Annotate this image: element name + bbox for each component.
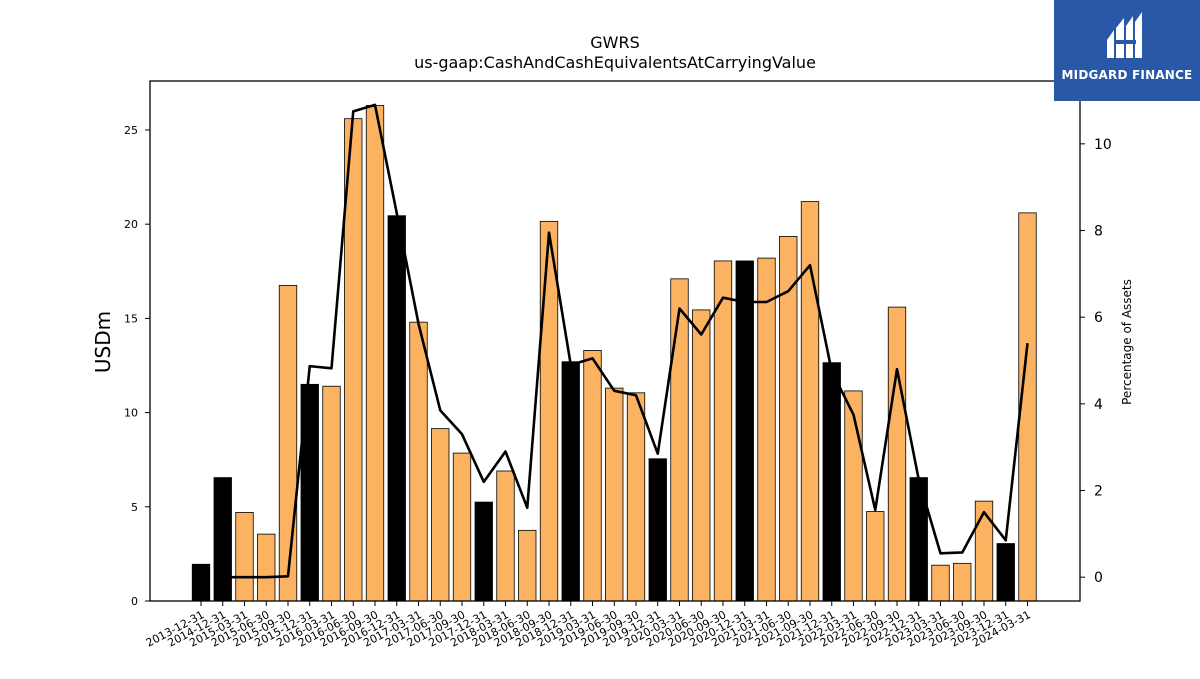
bar	[409, 321, 428, 602]
bar	[496, 470, 515, 602]
y2-tick-label: 8	[1094, 224, 1103, 240]
bar	[539, 220, 559, 602]
y-tick-label: 5	[131, 501, 138, 514]
bar	[713, 260, 733, 602]
bar	[692, 309, 711, 602]
y2-axis-label: Percentage of Assets	[1120, 279, 1134, 405]
bar	[278, 285, 298, 602]
logo-mark-icon	[1107, 12, 1142, 58]
bar	[387, 215, 406, 602]
bar	[518, 529, 537, 602]
bar	[431, 428, 450, 602]
bar	[822, 362, 841, 602]
y2-tick-label: 10	[1094, 137, 1112, 153]
bar	[191, 563, 211, 602]
bar	[866, 511, 885, 602]
bar	[605, 387, 624, 602]
series-line	[222, 103, 1029, 579]
y2-tick-label: 0	[1094, 570, 1103, 586]
y2-tick-label: 2	[1094, 484, 1103, 500]
y-tick-label: 20	[124, 218, 138, 231]
bar	[844, 390, 863, 602]
bar	[474, 501, 493, 602]
plot-frame	[149, 80, 1081, 602]
bar	[452, 452, 472, 602]
bar	[887, 306, 907, 602]
brand-logo: MIDGARD FINANCE	[1054, 0, 1200, 101]
bar	[235, 512, 254, 602]
bar	[213, 477, 232, 602]
y-axis-label: USDm	[91, 311, 115, 373]
bar	[757, 257, 776, 602]
bar	[735, 260, 754, 602]
bar	[648, 458, 667, 602]
y-tick-label: 0	[131, 595, 138, 608]
bar	[561, 361, 580, 602]
bar	[974, 500, 994, 602]
bar	[670, 278, 689, 602]
bar	[583, 350, 602, 602]
bar	[626, 392, 646, 602]
bar	[322, 385, 341, 602]
logo-text: MIDGARD FINANCE	[1061, 68, 1193, 82]
bar	[257, 533, 276, 602]
y2-tick-label: 6	[1094, 310, 1103, 326]
bar	[996, 543, 1015, 602]
y-tick-label: 25	[124, 124, 138, 137]
bar	[953, 562, 972, 602]
chart-title: GWRS	[590, 33, 640, 52]
chart-subtitle: us-gaap:CashAndCashEquivalentsAtCarrying…	[414, 53, 816, 72]
bar	[931, 564, 950, 602]
y-tick-label: 10	[124, 407, 138, 420]
y-tick-label: 15	[124, 312, 138, 325]
bar	[800, 201, 820, 602]
y2-tick-label: 4	[1094, 397, 1103, 413]
bar	[365, 105, 385, 602]
